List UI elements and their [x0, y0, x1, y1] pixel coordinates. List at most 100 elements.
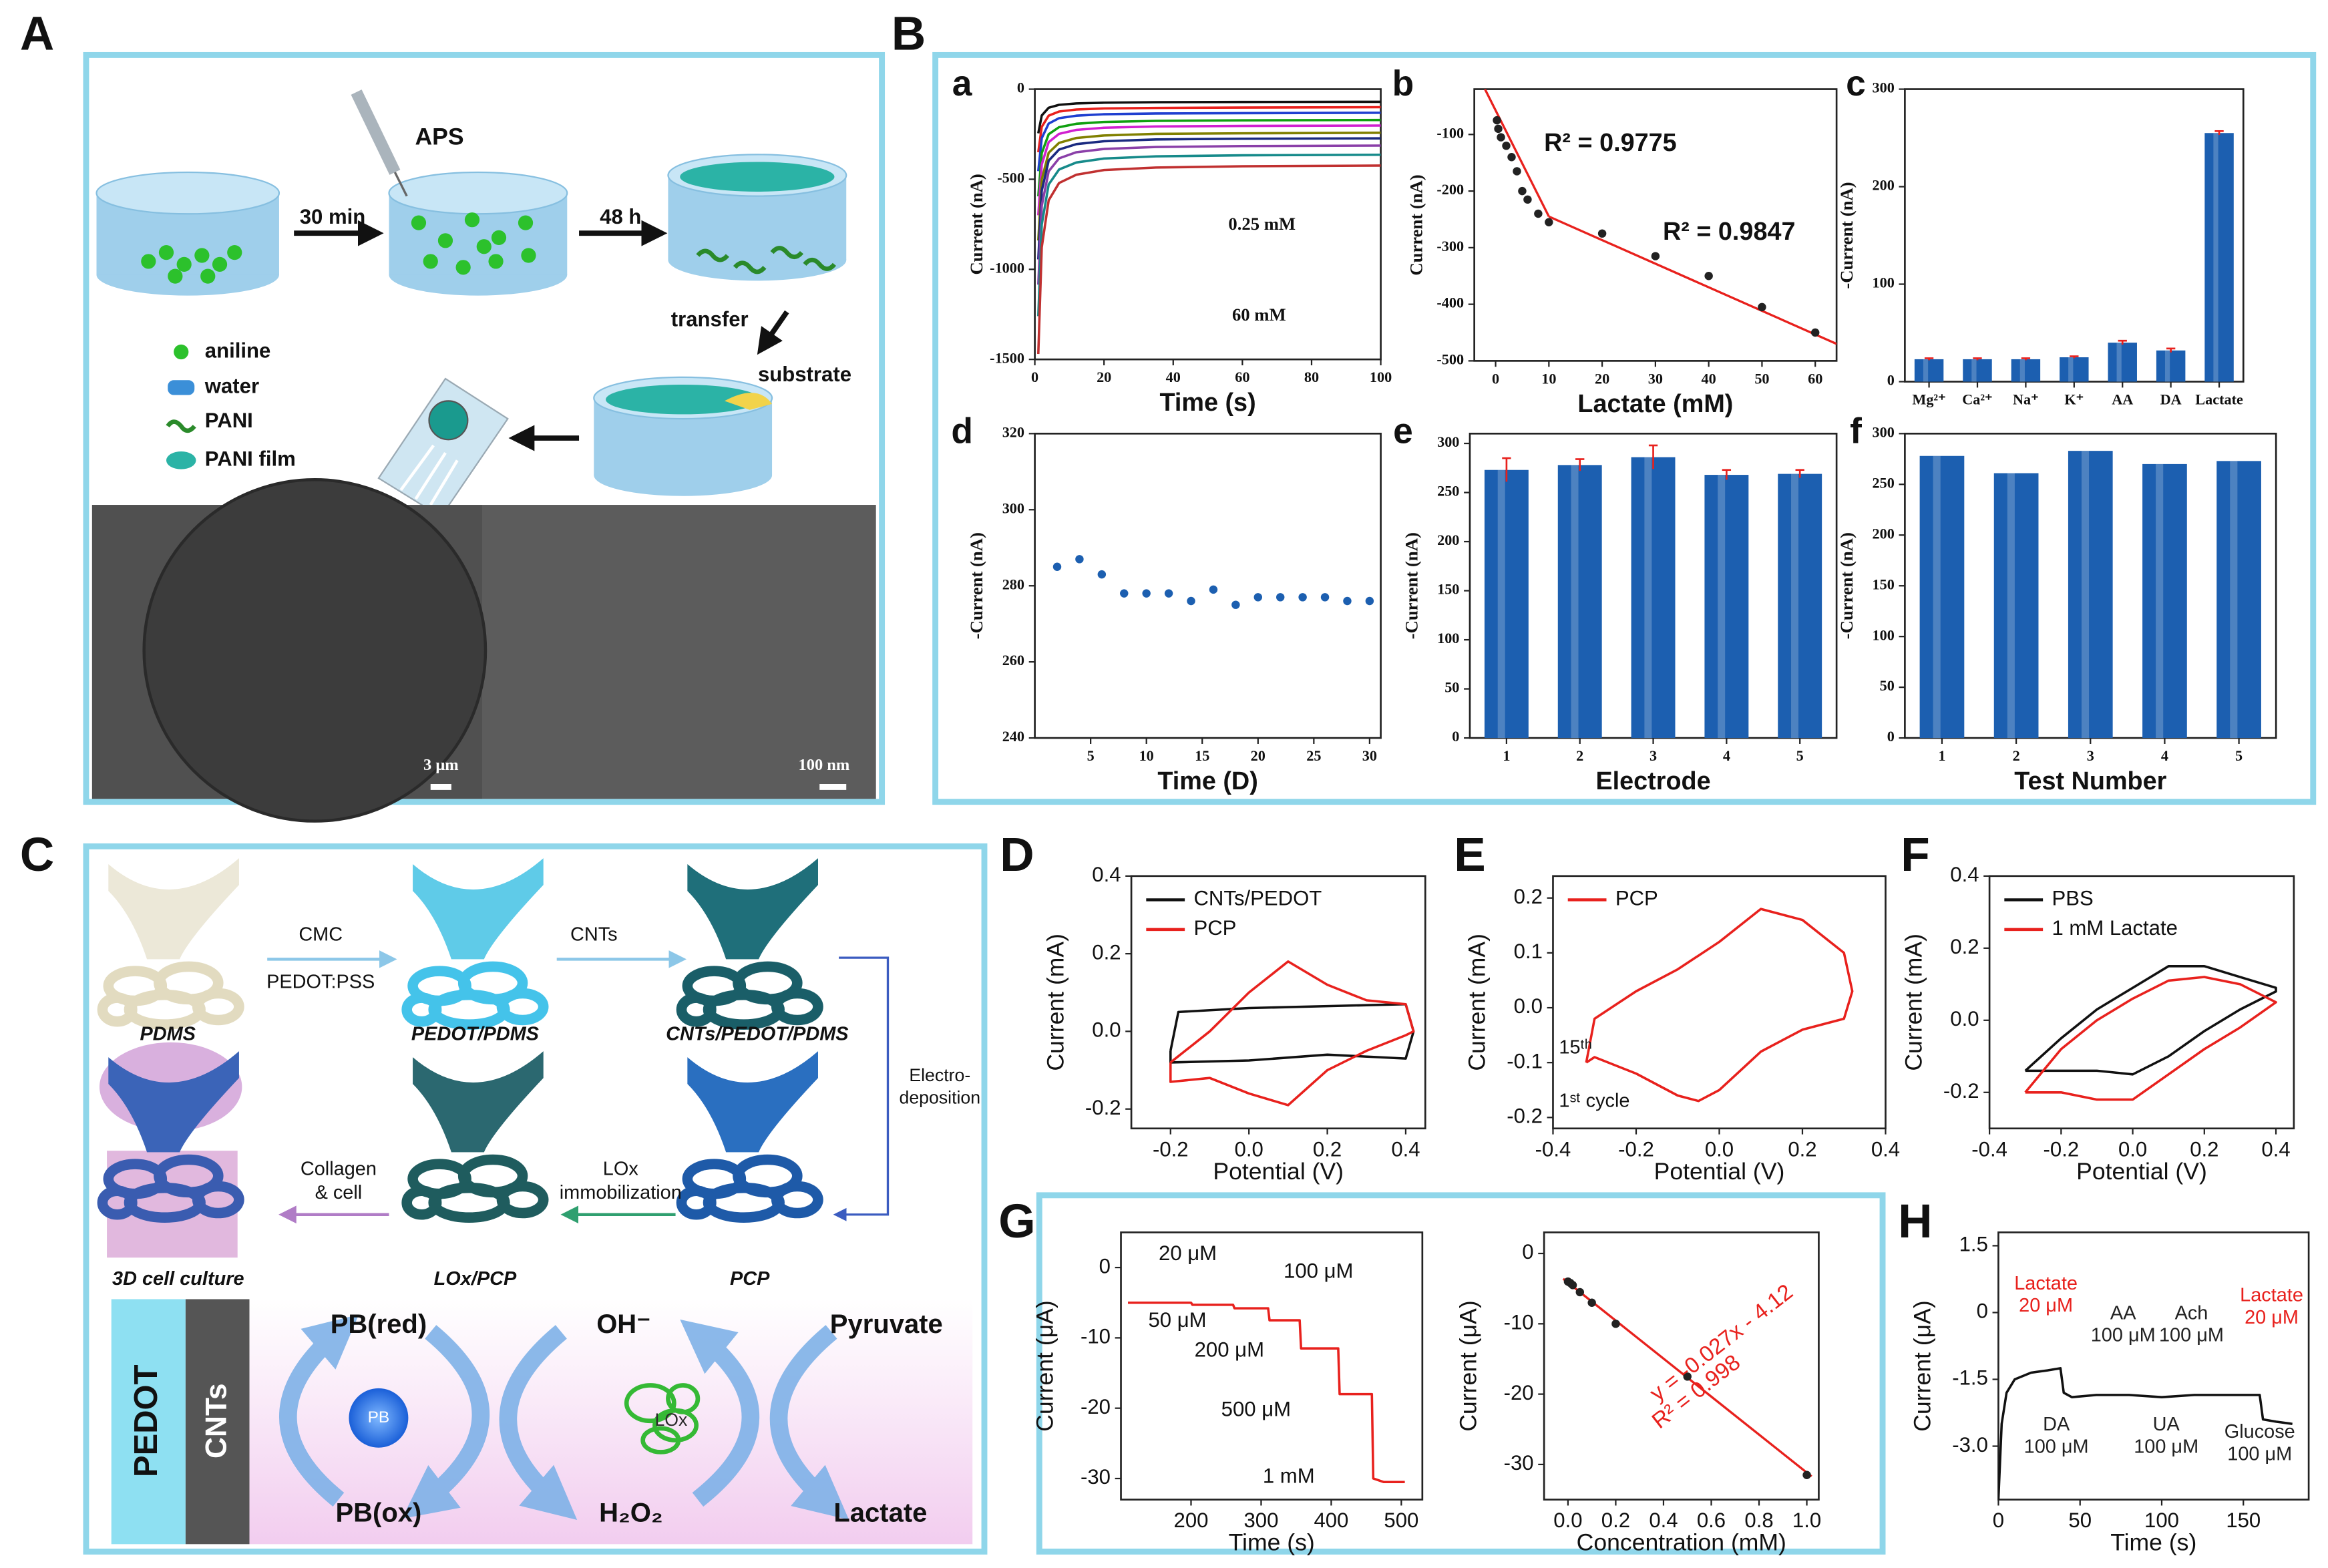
y-tick-label: -20 — [1504, 1381, 1534, 1404]
step-label: 30 min — [300, 205, 366, 228]
y-tick-label: 50 — [1444, 679, 1459, 696]
bar — [1993, 473, 2039, 739]
x-axis-label: Lactate (mM) — [1577, 390, 1733, 418]
y-tick-label: 260 — [1002, 652, 1024, 668]
cycle-label: Pyruvate — [830, 1310, 943, 1339]
step-label: Collagen — [301, 1159, 377, 1180]
aniline-dot — [476, 239, 492, 254]
scaffold-top — [413, 1051, 544, 1153]
x-tick-label: 0.4 — [1391, 1137, 1420, 1161]
y-tick-label: -0.2 — [1085, 1096, 1121, 1119]
bar-shine — [1933, 455, 1941, 739]
x-tick-label: 3 — [1650, 747, 1657, 764]
x-tick-label: 4 — [1723, 747, 1730, 764]
data-point — [1052, 562, 1062, 571]
legend-icon — [166, 451, 196, 469]
bar — [1914, 359, 1944, 382]
data-line — [1036, 164, 1381, 355]
needle — [393, 172, 408, 197]
data-point — [1758, 303, 1766, 312]
bar — [2068, 451, 2113, 739]
electrode-lead — [399, 444, 435, 492]
x-tick-label: 1.0 — [1792, 1509, 1821, 1532]
data-line — [1036, 132, 1381, 241]
x-axis-label: Potential (V) — [2076, 1158, 2207, 1185]
x-tick-label: 5 — [1087, 747, 1095, 764]
scaffold-strut — [496, 1181, 549, 1219]
cycle-label: H₂O₂ — [599, 1498, 663, 1527]
y-tick-label: 300 — [1002, 500, 1024, 516]
y-axis-label: Current (mA) — [1042, 934, 1069, 1071]
y-tick-label: 320 — [1002, 423, 1024, 440]
bar — [1631, 457, 1676, 739]
pani-fiber — [803, 257, 837, 271]
substrate — [724, 393, 773, 410]
panel-frame — [83, 51, 886, 805]
panel-label: B — [892, 8, 926, 61]
legend-icon — [168, 380, 195, 395]
x-tick-label: 500 — [1384, 1509, 1418, 1532]
panel-label: D — [1000, 829, 1034, 881]
annotation: UA — [2153, 1414, 2180, 1435]
y-tick-label: -1.5 — [1952, 1366, 1988, 1390]
bar-shine — [1971, 359, 1977, 382]
plot-frame — [1997, 1231, 2310, 1501]
fit-line — [1484, 89, 1550, 217]
x-tick-label: 100 — [1370, 369, 1392, 385]
x-tick-label: 0.2 — [1601, 1509, 1630, 1532]
arrow — [757, 310, 789, 355]
data-point — [1502, 142, 1511, 150]
cycle-arrow — [499, 1325, 578, 1520]
film — [606, 384, 761, 415]
bar — [2108, 343, 2137, 382]
scaffold-strut — [703, 989, 785, 1030]
x-tick-label: 50 — [2068, 1509, 2092, 1532]
y-tick-label: 300 — [1872, 423, 1894, 440]
annotation: 15ᵗʰ — [1559, 1036, 1592, 1058]
plot-frame — [1543, 1231, 1820, 1501]
x-tick-label: 0 — [1993, 1509, 2004, 1532]
y-tick-label: -1000 — [990, 259, 1024, 276]
data-line — [1036, 153, 1381, 317]
data-point — [1497, 133, 1505, 142]
y-tick-label: 200 — [1872, 525, 1894, 542]
lox-protein — [666, 1383, 701, 1414]
x-tick-label: -0.4 — [1971, 1137, 2007, 1161]
x-axis-label: Time (s) — [2110, 1529, 2196, 1556]
y-tick-label: 0.0 — [1514, 994, 1543, 1018]
scaffold-top — [108, 858, 239, 960]
aniline-dot — [455, 260, 471, 275]
data-point — [1597, 229, 1607, 238]
scaffold-top — [108, 1051, 239, 1153]
x-tick-label: 0.8 — [1744, 1509, 1773, 1532]
y-tick-label: 100 — [1872, 274, 1894, 291]
annotation: 100 μM — [2134, 1436, 2198, 1457]
sub-label: b — [1392, 64, 1414, 104]
step-label: deposition — [900, 1087, 981, 1107]
pani-fiber — [770, 246, 804, 260]
scaffold-strut — [676, 1185, 717, 1220]
y-tick-label: -200 — [1436, 181, 1464, 198]
annotation: Lactate — [2240, 1285, 2303, 1306]
x-tick-label: 0.0 — [1705, 1137, 1734, 1161]
beaker-top — [388, 171, 568, 215]
data-point — [1320, 593, 1330, 602]
bar-shine — [2213, 133, 2218, 382]
x-tick-label: 0 — [1492, 370, 1499, 387]
aniline-dot — [521, 248, 536, 263]
plot-frame — [1034, 432, 1382, 739]
x-tick-label: 2 — [2013, 747, 2020, 764]
y-axis-label: Current (mA) — [1900, 934, 1927, 1071]
pani-fiber — [733, 260, 767, 274]
y-tick-label: 0.0 — [1950, 1007, 1979, 1030]
annotation: 100 μM — [2024, 1436, 2089, 1457]
data-point — [1365, 596, 1374, 606]
step-label: PEDOT:PSS — [266, 972, 375, 993]
data-line — [1036, 106, 1381, 153]
data-line — [1037, 100, 1381, 134]
scaffold-strut — [703, 1182, 785, 1223]
x-tick-label: 0.6 — [1697, 1509, 1726, 1532]
data-point — [1575, 1288, 1585, 1297]
y-tick-label: -20 — [1081, 1395, 1111, 1418]
